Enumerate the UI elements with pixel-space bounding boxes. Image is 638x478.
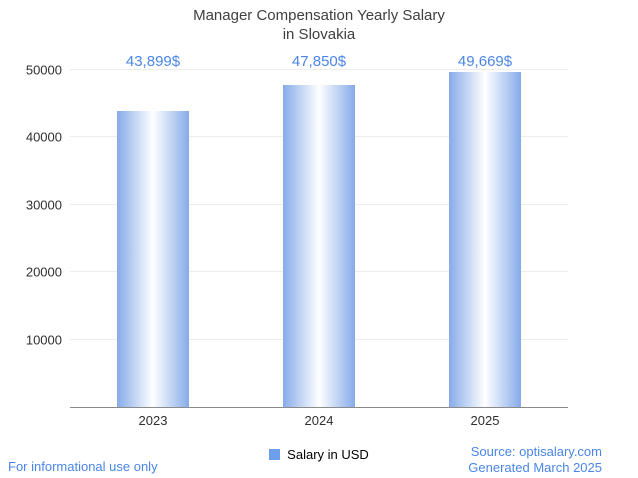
y-tick-label: 10000 bbox=[25, 332, 62, 348]
chart-title-line2: in Slovakia bbox=[282, 26, 356, 43]
bar[interactable] bbox=[283, 84, 355, 407]
gridline bbox=[70, 69, 568, 70]
y-tick-label: 50000 bbox=[25, 62, 62, 78]
bar-value-label: 47,850$ bbox=[291, 53, 347, 70]
source-block: Source: optisalary.com Generated March 2… bbox=[468, 444, 602, 476]
chart-title-line1: Manager Compensation Yearly Salary bbox=[193, 7, 445, 24]
bar[interactable] bbox=[449, 72, 521, 407]
y-tick-label: 20000 bbox=[25, 264, 62, 280]
disclaimer-text: For informational use only bbox=[8, 459, 158, 474]
chart-title: Manager Compensation Yearly Salary in Sl… bbox=[0, 6, 638, 44]
bar-value-label: 49,669$ bbox=[457, 53, 513, 70]
legend-swatch-icon bbox=[269, 449, 281, 460]
source-text: Source: optisalary.com bbox=[470, 444, 602, 459]
plot-area bbox=[70, 69, 568, 408]
y-tick-label: 40000 bbox=[25, 129, 62, 145]
bar-value-label: 43,899$ bbox=[125, 53, 181, 70]
legend: Salary in USD bbox=[0, 447, 638, 462]
generated-text: Generated March 2025 bbox=[468, 460, 602, 475]
x-axis-label: 2024 bbox=[304, 413, 334, 428]
y-axis-labels: 10000 20000 30000 40000 50000 bbox=[0, 63, 62, 407]
x-axis-label: 2023 bbox=[138, 413, 168, 428]
legend-label: Salary in USD bbox=[287, 447, 369, 462]
bar[interactable] bbox=[117, 111, 189, 407]
y-tick-label: 30000 bbox=[25, 197, 62, 213]
x-axis-label: 2025 bbox=[470, 413, 500, 428]
